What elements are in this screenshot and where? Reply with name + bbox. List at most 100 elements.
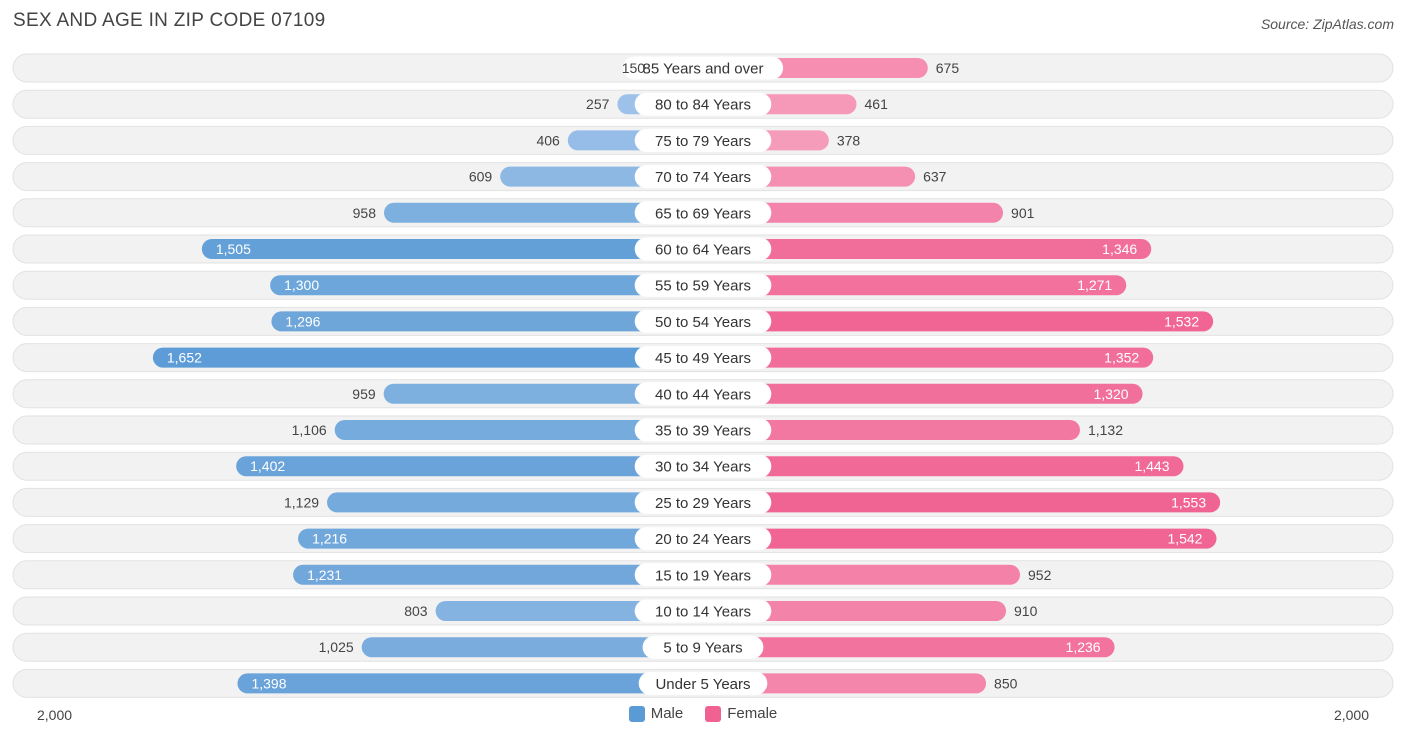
category-label: 75 to 79 Years [655, 133, 751, 150]
bar-male [383, 383, 703, 404]
value-label-male: 959 [352, 386, 376, 402]
bar-female [703, 637, 1115, 658]
category-label: 15 to 19 Years [655, 567, 751, 584]
category-label: 10 to 14 Years [655, 604, 751, 621]
value-label-male: 1,025 [319, 639, 354, 655]
value-label-male: 257 [586, 96, 610, 112]
value-label-female: 637 [923, 169, 947, 185]
category-label-bg [622, 56, 784, 80]
legend-item-female: Female [705, 705, 777, 722]
bar-male [361, 637, 703, 658]
value-label-male: 150 [622, 60, 646, 76]
category-label-bg [634, 454, 772, 478]
category-label-bg [634, 128, 772, 152]
category-label-bg [634, 382, 772, 406]
category-label-bg [634, 563, 772, 587]
value-label-male: 1,106 [292, 422, 327, 438]
value-label-female: 1,532 [1164, 313, 1199, 329]
category-label: 60 to 64 Years [655, 242, 751, 259]
category-label: 80 to 84 Years [655, 97, 751, 114]
category-label: Under 5 Years [655, 676, 750, 693]
bar-female [703, 492, 1221, 513]
category-label-bg [634, 490, 772, 514]
value-label-female: 850 [994, 675, 1018, 691]
category-label: 30 to 34 Years [655, 459, 751, 476]
bar-male [327, 492, 703, 513]
category-label: 65 to 69 Years [655, 205, 751, 222]
bar-male [383, 202, 703, 223]
value-label-male: 958 [353, 205, 377, 221]
bar-female [703, 601, 1007, 621]
bar-male [334, 420, 703, 440]
bar-female [703, 275, 1127, 296]
bar-male [236, 456, 703, 477]
bar-female [703, 456, 1184, 477]
category-label-bg [634, 527, 772, 551]
value-label-female: 1,443 [1134, 458, 1169, 474]
category-label: 85 Years and over [643, 61, 764, 78]
value-label-female: 1,271 [1077, 277, 1112, 293]
bar-female [703, 673, 987, 694]
bar-male [293, 564, 703, 585]
value-label-male: 1,296 [285, 313, 320, 329]
category-label-bg [638, 671, 768, 695]
value-label-male: 1,300 [284, 277, 319, 293]
bar-female [703, 202, 1004, 223]
value-label-male: 1,505 [216, 241, 251, 257]
value-label-female: 461 [865, 96, 889, 112]
value-label-male: 1,231 [307, 567, 342, 583]
value-label-female: 1,132 [1088, 422, 1123, 438]
value-label-female: 1,352 [1104, 350, 1139, 366]
value-label-female: 1,553 [1171, 494, 1206, 510]
category-label: 25 to 29 Years [655, 495, 751, 512]
value-label-female: 952 [1028, 567, 1052, 583]
bar-female [703, 347, 1154, 368]
value-label-male: 1,216 [312, 531, 347, 547]
bar-male [237, 673, 703, 694]
category-label-bg [634, 92, 772, 116]
source-label: Source: ZipAtlas.com [1260, 16, 1394, 32]
bar-female [703, 311, 1214, 332]
legend: Male Female [0, 705, 1406, 722]
value-label-female: 1,346 [1102, 241, 1137, 257]
value-label-female: 910 [1014, 603, 1038, 619]
bar-male [270, 275, 703, 296]
category-label: 45 to 49 Years [655, 350, 751, 367]
category-label: 70 to 74 Years [655, 169, 751, 186]
legend-label-female: Female [727, 705, 778, 722]
axis-right-label: 2,000 [1333, 707, 1369, 723]
category-label-bg [634, 237, 772, 261]
value-label-female: 378 [837, 132, 861, 148]
legend-swatch-male [628, 705, 645, 722]
value-label-female: 675 [936, 60, 960, 76]
category-label-bg [642, 635, 764, 659]
chart-title: SEX AND AGE IN ZIP CODE 07109 [13, 10, 326, 31]
bar-female [703, 420, 1080, 440]
value-label-female: 1,542 [1167, 531, 1202, 547]
category-label: 50 to 54 Years [655, 314, 751, 331]
value-label-male: 1,652 [167, 350, 202, 366]
category-label-bg [634, 273, 772, 297]
bar-female [703, 564, 1021, 585]
value-label-female: 1,236 [1066, 639, 1101, 655]
category-label: 20 to 24 Years [655, 531, 751, 548]
bar-male [201, 239, 703, 259]
category-label-bg [634, 309, 772, 333]
category-label: 40 to 44 Years [655, 386, 751, 403]
legend-swatch-female [705, 705, 722, 722]
bar-male [152, 347, 703, 368]
bar-male [271, 311, 703, 332]
bar-female [703, 383, 1143, 404]
bar-male [298, 528, 703, 549]
category-label-bg [634, 418, 772, 442]
value-label-male: 1,129 [284, 494, 319, 510]
bar-female [703, 528, 1217, 549]
value-label-male: 1,398 [251, 675, 286, 691]
category-label-bg [634, 346, 772, 370]
bar-female [703, 239, 1152, 259]
category-label-bg [634, 599, 772, 623]
value-label-male: 803 [404, 603, 428, 619]
legend-label-male: Male [650, 705, 684, 722]
category-label-bg [634, 165, 772, 189]
